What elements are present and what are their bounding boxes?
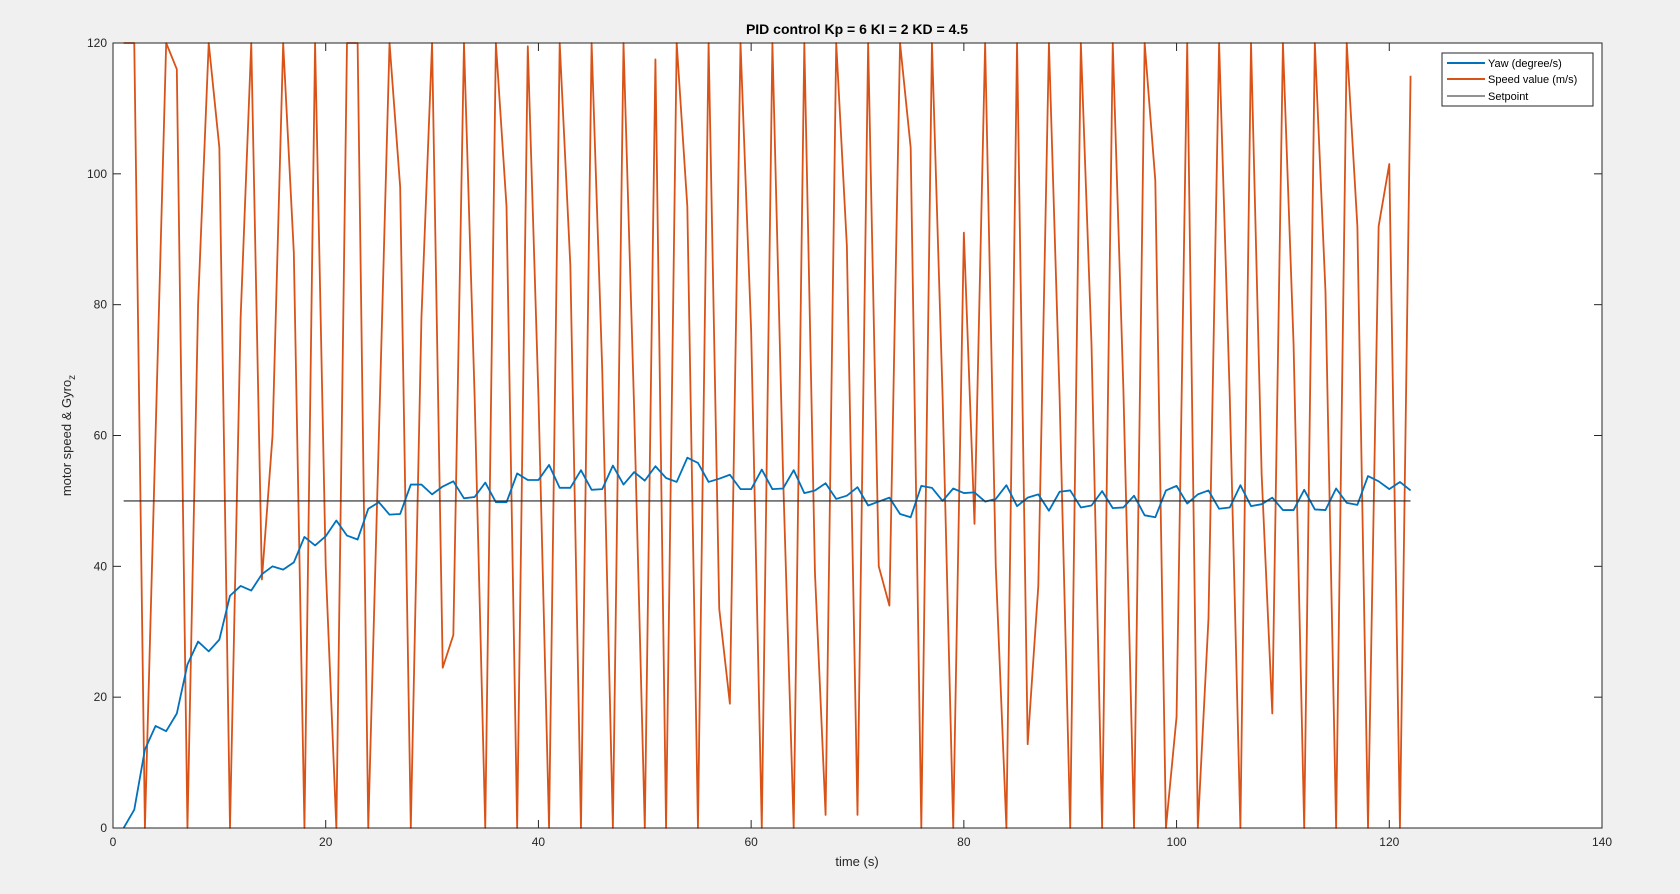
- x-axis-label: time (s): [835, 854, 878, 869]
- series-line-yaw: [122, 456, 1412, 829]
- y-tick-label: 0: [100, 821, 107, 835]
- x-tick-label: 20: [319, 835, 333, 849]
- y-tick-label: 20: [94, 690, 108, 704]
- x-tick-label: 60: [744, 835, 758, 849]
- y-axis-label: motor speed & Gyroz: [59, 375, 78, 496]
- y-tick-label: 100: [87, 167, 107, 181]
- legend-label-speed: Speed value (m/s): [1488, 74, 1577, 86]
- legend-label-setpoint: Setpoint: [1488, 91, 1528, 103]
- x-tick-label: 80: [957, 835, 971, 849]
- chart-title: PID control Kp = 6 KI = 2 KD = 4.5: [746, 21, 968, 37]
- y-axis-label-main: motor speed & Gyro: [59, 380, 74, 496]
- y-axis-label-subscript: z: [67, 375, 78, 380]
- legend: Yaw (degree/s) Speed value (m/s) Setpoin…: [1441, 52, 1594, 107]
- y-tick-label: 40: [94, 559, 108, 573]
- y-tick-label: 60: [94, 429, 108, 443]
- series-layer: [122, 42, 1412, 829]
- y-tick-label: 80: [94, 298, 108, 312]
- x-tick-label: 100: [1167, 835, 1187, 849]
- series-line-speed: [123, 42, 1412, 829]
- legend-label-yaw: Yaw (degree/s): [1488, 58, 1562, 70]
- ticks-layer: 0 20 40 60 80 100 120 140 0 20 40 60 80 100 120: [87, 36, 1612, 849]
- x-tick-label: 0: [110, 835, 117, 849]
- plot-area: [113, 43, 1602, 828]
- x-tick-label: 40: [532, 835, 546, 849]
- x-tick-label: 140: [1592, 835, 1612, 849]
- y-tick-label: 120: [87, 36, 107, 50]
- x-tick-label: 120: [1379, 835, 1399, 849]
